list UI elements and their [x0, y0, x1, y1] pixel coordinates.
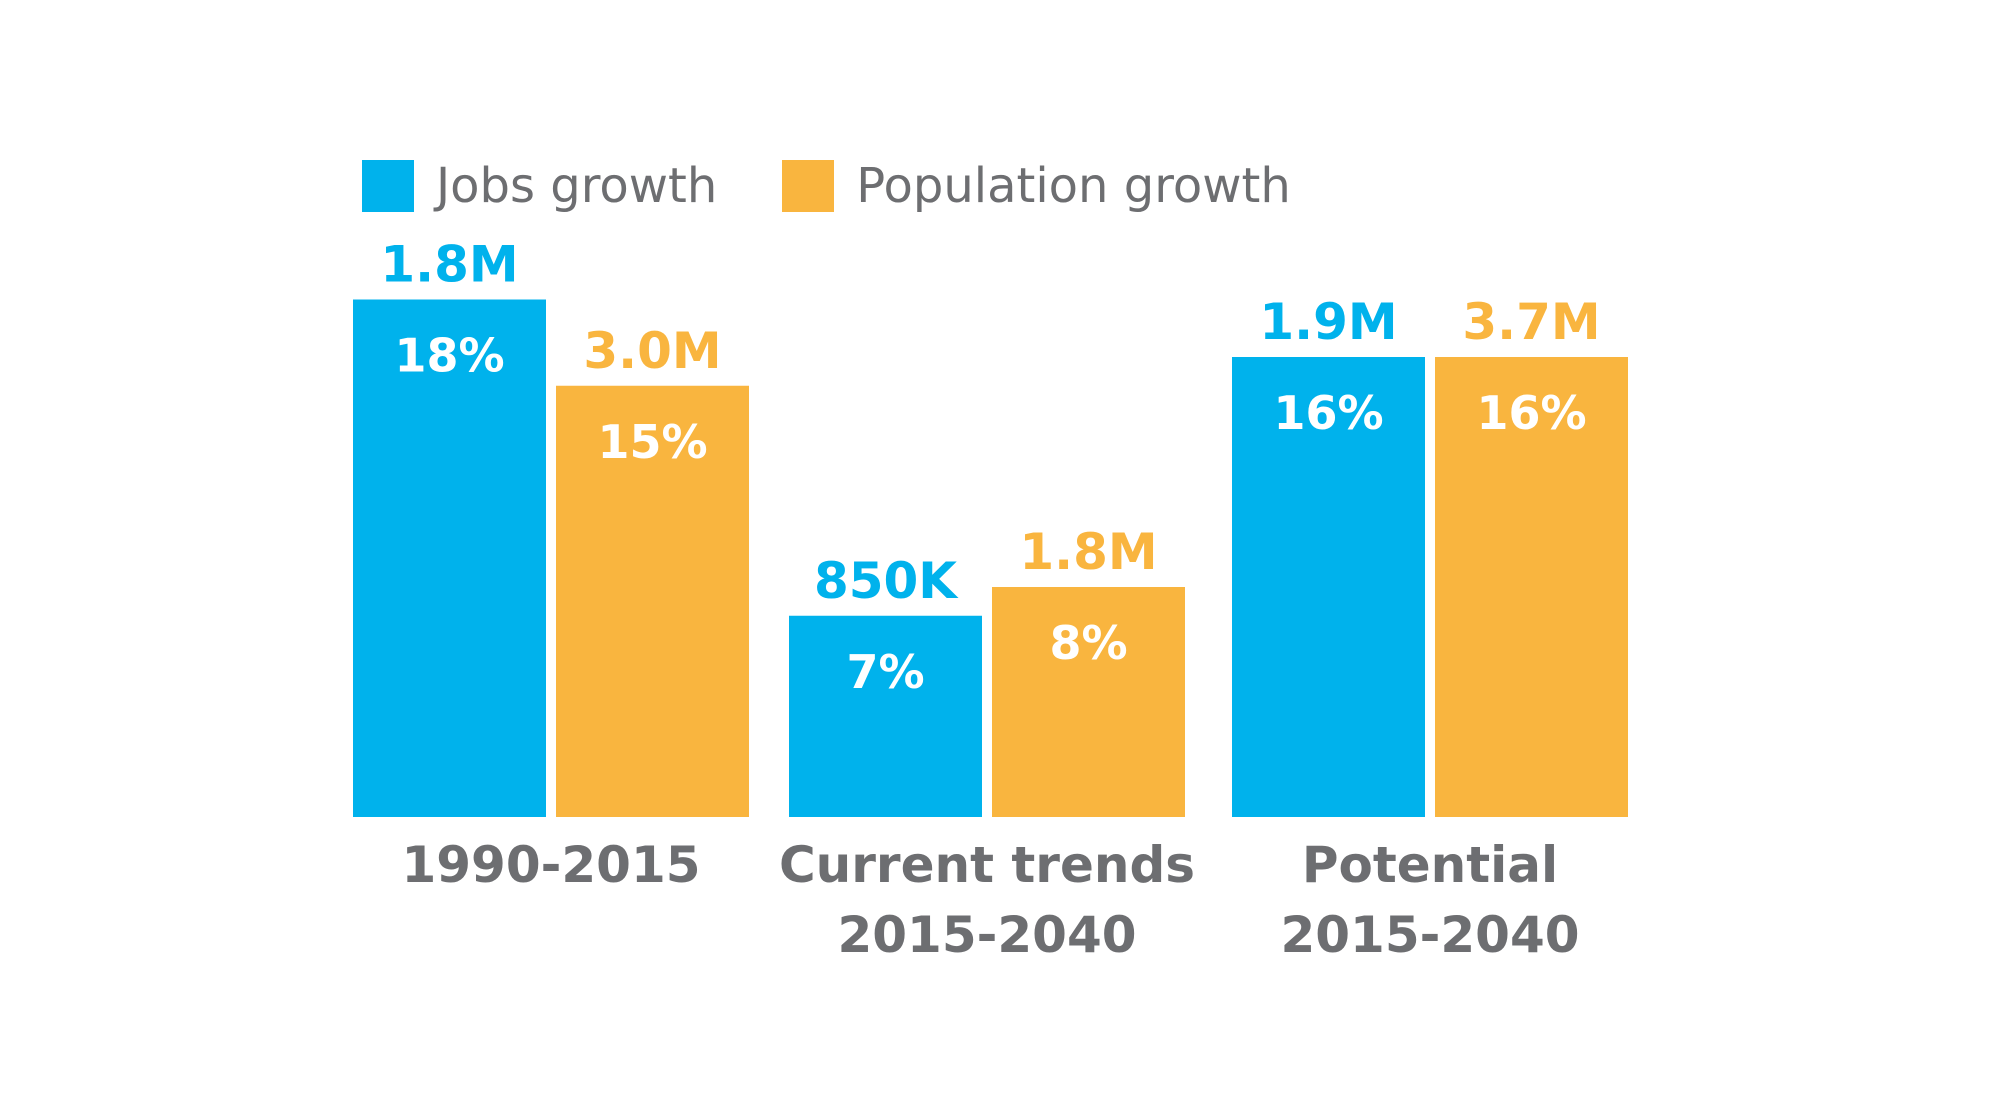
legend-item-population: Population growth	[782, 158, 1291, 214]
bar-population-0	[556, 385, 749, 817]
category-label-1-line-0: Current trends	[779, 836, 1195, 894]
legend-label-jobs: Jobs growth	[436, 158, 718, 214]
bar-jobs-2	[1232, 357, 1425, 817]
percent-label-population-0: 15%	[597, 415, 707, 469]
percent-label-population-2: 16%	[1476, 386, 1586, 440]
bar-population-2	[1435, 357, 1628, 817]
category-label-2-line-1: 2015-2040	[1280, 906, 1579, 964]
bar-jobs-0	[353, 299, 546, 817]
percent-label-population-1: 8%	[1049, 616, 1127, 670]
percent-label-jobs-1: 7%	[846, 645, 924, 699]
value-label-population-1: 1.8M	[1019, 523, 1157, 581]
category-label-2-line-0: Potential	[1302, 836, 1558, 894]
value-label-jobs-2: 1.9M	[1259, 293, 1397, 351]
value-label-jobs-0: 1.8M	[380, 236, 518, 294]
value-label-population-2: 3.7M	[1462, 293, 1600, 351]
legend-label-population: Population growth	[856, 158, 1291, 214]
percent-label-jobs-2: 16%	[1273, 386, 1383, 440]
legend-swatch-jobs	[362, 160, 414, 212]
category-label-0-line-0: 1990-2015	[401, 836, 700, 894]
value-label-jobs-1: 850K	[814, 552, 959, 610]
legend: Jobs growth Population growth	[362, 158, 1356, 214]
legend-swatch-population	[782, 160, 835, 212]
percent-label-jobs-0: 18%	[394, 329, 504, 383]
legend-item-jobs: Jobs growth	[362, 158, 717, 214]
bar-population-1	[992, 587, 1185, 817]
bar-jobs-1	[789, 615, 982, 817]
value-label-population-0: 3.0M	[583, 322, 721, 380]
category-label-1-line-1: 2015-2040	[837, 906, 1136, 964]
